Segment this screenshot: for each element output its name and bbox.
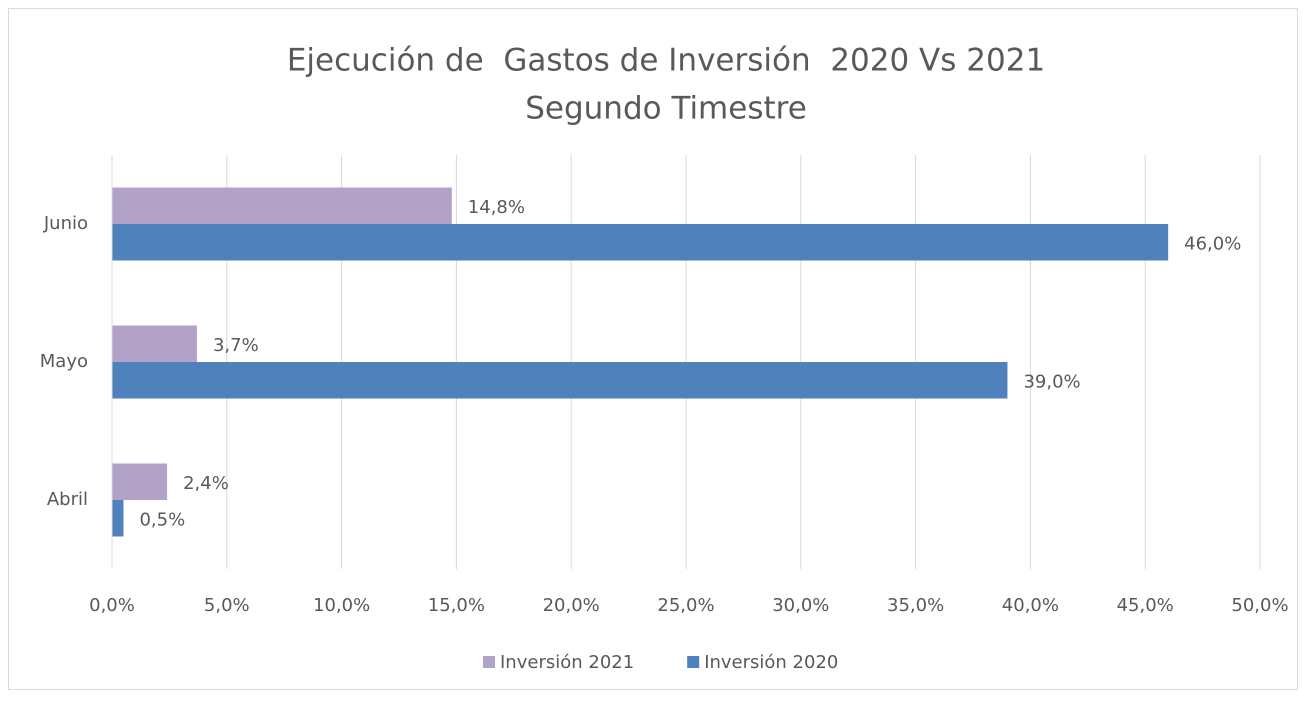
x-tick-label: 45,0% bbox=[1117, 595, 1174, 616]
chart-border bbox=[8, 8, 1298, 690]
bar bbox=[112, 187, 452, 224]
data-label: 46,0% bbox=[1184, 233, 1241, 254]
x-tick-label: 50,0% bbox=[1231, 595, 1288, 616]
x-tick-label: 30,0% bbox=[772, 595, 829, 616]
chart-subtitle: Segundo Timestre bbox=[525, 91, 807, 127]
x-tick-label: 5,0% bbox=[204, 595, 250, 616]
x-tick-label: 10,0% bbox=[313, 595, 370, 616]
legend-swatch bbox=[687, 656, 700, 668]
y-tick-label: Junio bbox=[43, 213, 88, 234]
x-tick-label: 40,0% bbox=[1002, 595, 1059, 616]
data-label: 0,5% bbox=[139, 509, 185, 530]
data-label: 14,8% bbox=[468, 197, 525, 218]
bar bbox=[112, 325, 197, 362]
data-label: 2,4% bbox=[183, 473, 229, 494]
x-tick-label: 0,0% bbox=[89, 595, 135, 616]
bar bbox=[112, 362, 1008, 399]
bar bbox=[112, 463, 168, 500]
x-tick-label: 35,0% bbox=[887, 595, 944, 616]
legend-swatch bbox=[483, 656, 495, 668]
bar bbox=[112, 224, 1169, 261]
y-tick-label: Mayo bbox=[40, 351, 88, 372]
legend-label: Inversión 2020 bbox=[704, 652, 838, 673]
x-tick-label: 15,0% bbox=[428, 595, 485, 616]
x-tick-label: 20,0% bbox=[543, 595, 600, 616]
x-tick-label: 25,0% bbox=[657, 595, 714, 616]
y-tick-label: Abril bbox=[47, 489, 88, 510]
legend-label: Inversión 2021 bbox=[500, 652, 634, 673]
data-label: 39,0% bbox=[1023, 371, 1080, 392]
data-label: 3,7% bbox=[213, 335, 259, 356]
bar bbox=[112, 500, 124, 537]
chart-title: Ejecución de Gastos de Inversión 2020 Vs… bbox=[287, 43, 1045, 79]
